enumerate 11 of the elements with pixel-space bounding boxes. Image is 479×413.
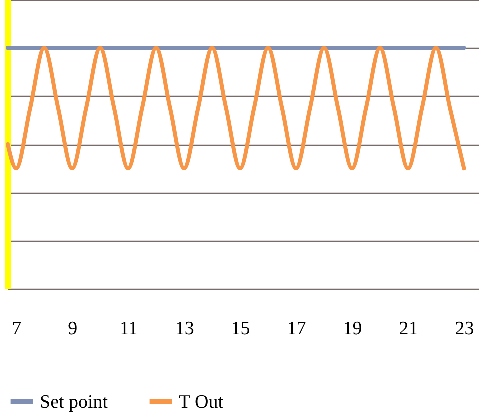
x-tick-label: 7 (12, 318, 22, 340)
x-tick-label: 23 (455, 318, 474, 340)
x-tick-label: 15 (231, 318, 250, 340)
x-tick-label: 19 (343, 318, 362, 340)
x-tick-label: 21 (399, 318, 418, 340)
legend-label: T Out (179, 392, 224, 413)
x-tick-label: 9 (68, 318, 78, 340)
x-tick-label: 13 (175, 318, 194, 340)
x-tick-label: 17 (287, 318, 306, 340)
x-tick-label: 11 (120, 318, 138, 340)
legend-label: Set point (40, 392, 109, 413)
